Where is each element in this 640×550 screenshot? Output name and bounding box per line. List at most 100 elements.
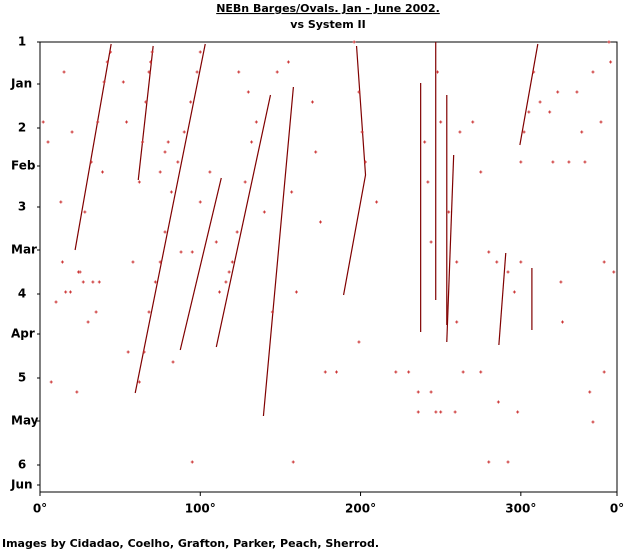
plot-frame [39,41,618,493]
point [89,160,93,164]
point [176,160,180,164]
point [360,130,364,134]
drift-line [498,252,507,346]
x-tick-label: 0° [33,502,47,516]
point [495,260,499,264]
point [198,50,202,54]
point [591,70,595,74]
point [609,60,613,64]
point [189,100,193,104]
point [81,280,85,284]
point [286,60,290,64]
point [109,50,113,54]
y-tick-label: Jun [10,478,33,492]
point [575,90,579,94]
point [538,100,542,104]
point [314,150,318,154]
point [105,60,109,64]
point [506,460,510,464]
point [214,240,218,244]
point [479,370,483,374]
credit: Images by Cidadao, Coelho, Grafton, Park… [2,537,379,550]
y-tick-label: 6 [18,458,26,472]
y-tick-label: 4 [18,287,26,301]
point [519,260,523,264]
point [439,120,443,124]
point [310,100,314,104]
point [532,70,536,74]
y-tick-label: 1 [18,35,26,49]
point [583,160,587,164]
point [512,290,516,294]
point [551,160,555,164]
point [163,150,167,154]
point [394,370,398,374]
y-tick-label: Apr [11,327,35,341]
x-tick-label: 300° [505,502,536,516]
point [158,260,162,264]
point [375,200,379,204]
point [290,190,294,194]
point [158,170,162,174]
point [455,320,459,324]
point [62,70,66,74]
point [559,280,563,284]
point [227,270,231,274]
point [153,280,157,284]
point [147,70,151,74]
point [556,90,560,94]
point [487,250,491,254]
point [91,280,95,284]
point [142,350,146,354]
y-tick-label: 3 [18,200,26,214]
drift-line [179,177,222,351]
point [416,410,420,414]
point [599,120,603,124]
point [439,410,443,414]
point [59,200,63,204]
point [291,460,295,464]
point [612,270,616,274]
point [591,420,595,424]
drift-line [134,43,206,394]
point [230,260,234,264]
y-tick-label: Feb [11,159,36,173]
point [435,70,439,74]
point [121,80,125,84]
point [70,130,74,134]
point [527,110,531,114]
point [426,180,430,184]
point [453,410,457,414]
point [49,380,53,384]
point [254,120,258,124]
drift-line [215,94,272,348]
point [548,110,552,114]
point [131,260,135,264]
point [294,290,298,294]
point [54,300,58,304]
x-tick-label: 200° [345,502,376,516]
point [237,70,241,74]
point [447,210,451,214]
drift-line [446,154,455,343]
point [166,140,170,144]
point [101,170,105,174]
point [86,320,90,324]
point [190,250,194,254]
point [580,130,584,134]
point [318,220,322,224]
y-tick-label: May [11,414,39,428]
point [46,140,50,144]
point [602,260,606,264]
point [588,390,592,394]
point [198,200,202,204]
point [522,130,526,134]
point [235,230,239,234]
point [434,410,438,414]
x-tick-label: 100° [185,502,216,516]
point [429,240,433,244]
point [224,280,228,284]
y-tick-label: Mar [11,243,37,257]
point [423,140,427,144]
